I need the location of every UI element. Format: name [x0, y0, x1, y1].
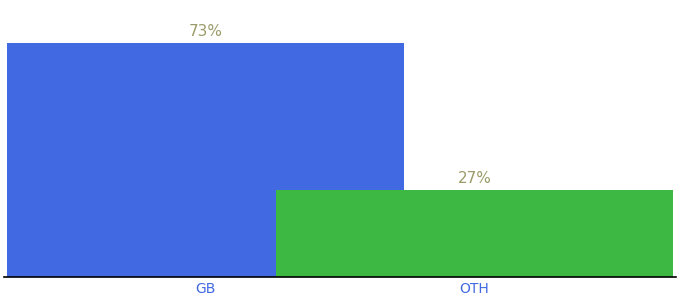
Text: 73%: 73% [188, 24, 222, 39]
Bar [276, 190, 673, 277]
Text: 27%: 27% [458, 172, 491, 187]
Bar [7, 43, 404, 277]
